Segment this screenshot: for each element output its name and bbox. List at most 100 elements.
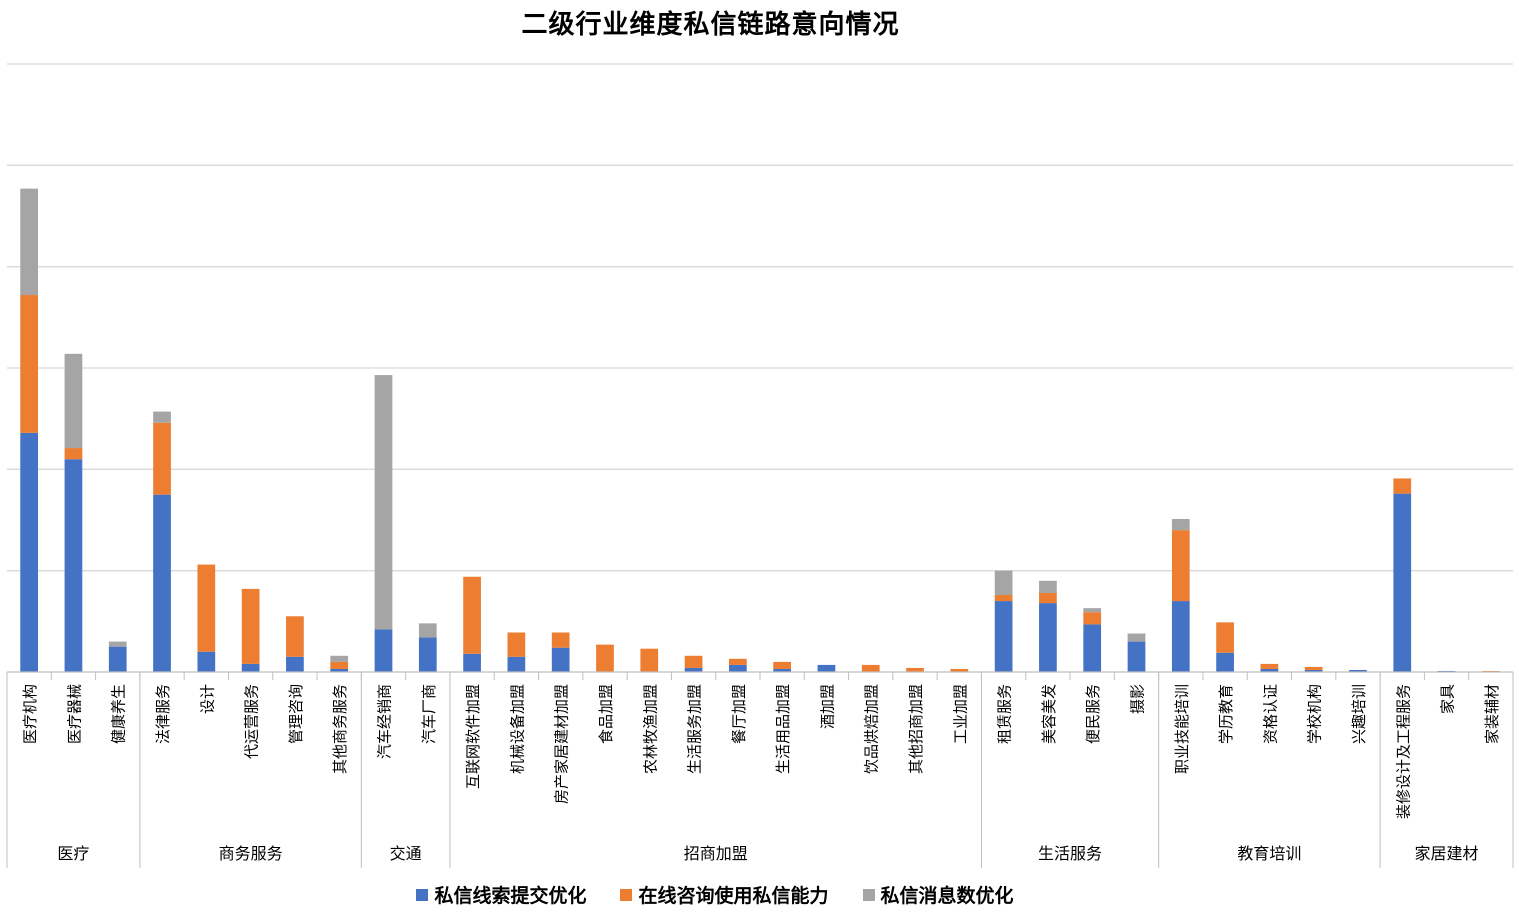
- bar-segment-1: [817, 664, 836, 672]
- bar-segment-3: [330, 655, 349, 662]
- legend-item-3: 私信消息数优化: [862, 881, 1014, 908]
- bar-segment-1: [684, 667, 703, 672]
- category-label: 农林牧渔加盟: [641, 684, 659, 774]
- bar-segment-3: [1083, 608, 1102, 613]
- bar-segment-2: [1216, 622, 1234, 653]
- group-label: 招商加盟: [684, 844, 748, 863]
- bar-segment-1: [1039, 603, 1057, 672]
- bar-segment-2: [153, 422, 171, 495]
- bar-segment-1: [197, 651, 216, 672]
- bar-segment-2: [1260, 663, 1279, 669]
- bar-segment-1: [330, 668, 349, 672]
- category-label: 房产家居建材加盟: [553, 684, 571, 804]
- category-label: 摄影: [1129, 684, 1147, 714]
- category-label: 生活用品加盟: [774, 684, 792, 774]
- category-label: 医疗器械: [65, 684, 83, 744]
- bar-segment-2: [950, 668, 969, 672]
- bar-segment-2: [286, 616, 304, 657]
- bar-segment-1: [1304, 669, 1323, 672]
- legend-item-1: 私信线索提交优化: [416, 881, 586, 908]
- group-label: 医疗: [57, 844, 89, 863]
- bar-segment-2: [728, 658, 747, 665]
- bar-segment-2: [1171, 530, 1190, 602]
- bar-segment-2: [1304, 666, 1323, 670]
- bar-segment-3: [1039, 580, 1057, 593]
- category-label: 资格认证: [1261, 684, 1279, 744]
- category-label: 生活服务加盟: [686, 684, 704, 774]
- bar-segment-1: [463, 653, 481, 672]
- bar-segment-2: [906, 667, 924, 672]
- category-label: 汽车厂商: [420, 684, 438, 744]
- bar-segment-2: [1083, 612, 1102, 625]
- bar-segment-2: [1039, 592, 1057, 604]
- bar-segment-1: [64, 459, 83, 672]
- category-label: 医疗机构: [21, 684, 39, 744]
- bar-segment-3: [994, 570, 1013, 595]
- category-label: 饮品烘焙加盟: [863, 684, 881, 774]
- category-label: 装修设计及工程服务: [1394, 684, 1412, 819]
- chart-title: 二级行业维度私信链路意向情况: [521, 10, 900, 40]
- bar-segment-3: [374, 375, 393, 630]
- legend-label: 在线咨询使用私信能力: [638, 885, 829, 907]
- category-label: 酒加盟: [818, 684, 836, 729]
- bar-segment-2: [1393, 478, 1412, 494]
- bar-segment-2: [596, 644, 614, 672]
- category-label: 设计: [198, 684, 216, 714]
- bar-segment-3: [418, 623, 437, 638]
- category-label: 家装辅材: [1483, 684, 1501, 744]
- category-label: 学历教育: [1217, 684, 1235, 744]
- bar-segment-2: [330, 661, 349, 669]
- category-label: 管理咨询: [287, 684, 305, 744]
- group-label: 教育培训: [1237, 844, 1301, 863]
- bar-segment-1: [1260, 668, 1279, 672]
- category-label: 代运营服务: [243, 684, 261, 759]
- legend-swatch: [862, 888, 875, 901]
- bar-segment-1: [1127, 641, 1146, 672]
- category-label: 兴趣培训: [1350, 684, 1368, 744]
- bar-segment-1: [153, 494, 171, 672]
- bar-segment-1: [551, 647, 570, 672]
- category-label: 法律服务: [154, 684, 172, 744]
- chart-legend: 私信线索提交优化 在线咨询使用私信能力 私信消息数优化: [0, 881, 1430, 908]
- group-label: 生活服务: [1038, 844, 1102, 863]
- legend-swatch: [416, 888, 429, 901]
- category-label: 职业技能培训: [1173, 684, 1191, 774]
- bar-segment-1: [1349, 669, 1367, 672]
- bar-segment-2: [463, 576, 481, 654]
- category-label: 互联网软件加盟: [464, 684, 482, 789]
- bar-segment-2: [994, 594, 1013, 602]
- bar-segment-2: [197, 564, 216, 652]
- bar-segment-3: [64, 353, 83, 449]
- legend-item-2: 在线咨询使用私信能力: [620, 881, 829, 908]
- bar-segment-1: [418, 637, 437, 672]
- bar-segment-2: [241, 588, 260, 664]
- bar-segment-1: [1083, 624, 1102, 672]
- legend-swatch: [620, 888, 633, 901]
- category-label: 机械设备加盟: [508, 684, 526, 774]
- bar-segment-1: [108, 646, 127, 672]
- bar-segment-1: [994, 601, 1013, 672]
- bar-segment-1: [1393, 493, 1412, 672]
- bar-segment-1: [507, 656, 526, 672]
- category-label: 家具: [1439, 684, 1457, 714]
- group-label: 家居建材: [1415, 844, 1479, 863]
- stacked-bar-chart: 医疗机构 医疗器械 健康养生 法律服务 设计 代运营服务 管理咨询 其他商务服务 汽车经销商 汽车…: [6, 63, 1514, 868]
- category-label: 食品加盟: [597, 684, 615, 744]
- bar-segment-1: [1216, 652, 1234, 672]
- bar-segment-3: [108, 641, 127, 647]
- bar-segment-3: [1171, 518, 1190, 531]
- bar-segment-2: [64, 448, 83, 460]
- category-label: 餐厅加盟: [730, 684, 748, 744]
- bar-segment-1: [728, 664, 747, 672]
- category-label: 健康养生: [110, 684, 128, 744]
- bar-segment-2: [773, 661, 792, 669]
- category-label: 其他商务服务: [331, 684, 349, 774]
- category-label: 便民服务: [1084, 684, 1102, 744]
- category-label: 工业加盟: [951, 684, 969, 744]
- bar-segment-2: [861, 664, 880, 672]
- bar-segment-1: [374, 629, 393, 672]
- bar-segment-2: [640, 648, 659, 672]
- group-label: 商务服务: [219, 844, 283, 863]
- bar-segment-1: [241, 663, 260, 672]
- bar-segment-3: [1127, 633, 1146, 642]
